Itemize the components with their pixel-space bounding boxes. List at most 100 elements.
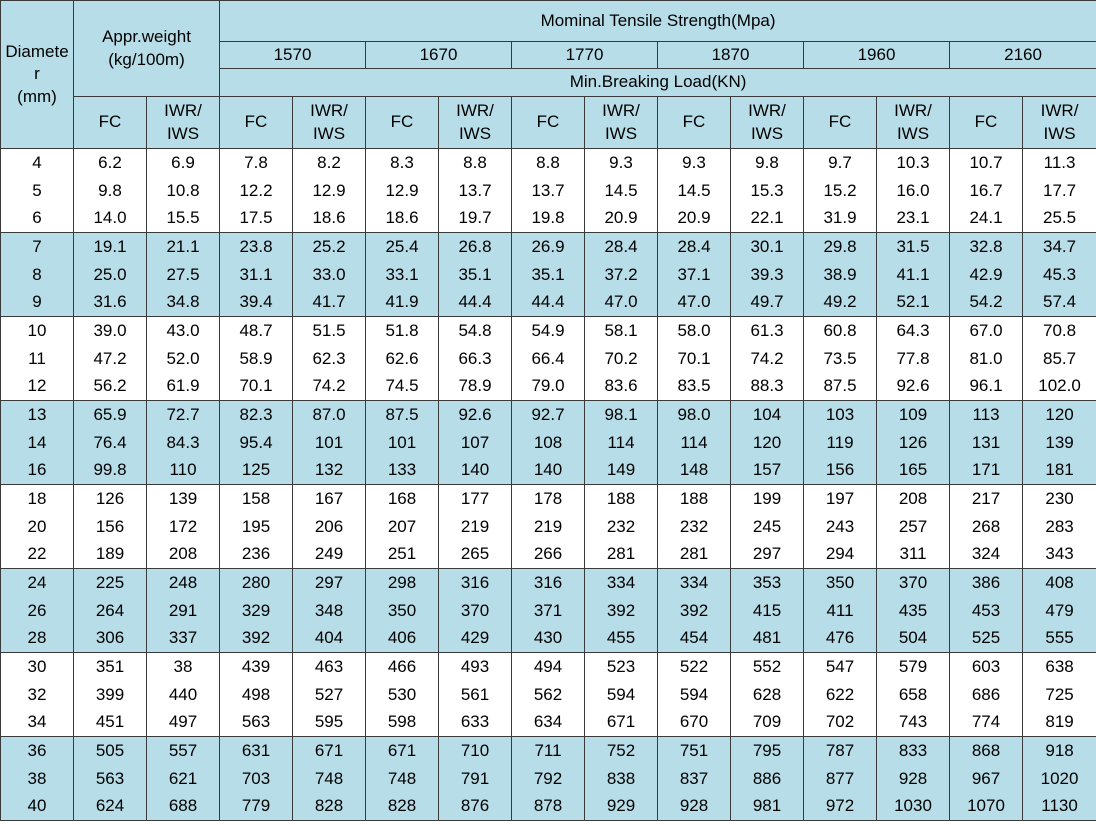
value-cell: 219 bbox=[511, 512, 585, 541]
value-cell: 1020 bbox=[1021, 764, 1096, 793]
value-cell: 497 bbox=[146, 708, 220, 737]
value-cell: 107 bbox=[438, 428, 512, 457]
value-cell: 622 bbox=[803, 680, 877, 709]
value-cell: 62.6 bbox=[365, 344, 439, 373]
value-cell: 70.1 bbox=[219, 372, 293, 401]
value-cell: 25.4 bbox=[365, 232, 439, 261]
table-row: 5 9.8 10.8 12.2 12.9 12.9 13.7 13.7 14.5 14.5 15.3… bbox=[0, 176, 1096, 205]
value-cell: 494 bbox=[511, 652, 585, 681]
value-cell: 41.7 bbox=[292, 288, 366, 317]
fc-subheader: FC bbox=[73, 96, 147, 149]
value-cell: 26.9 bbox=[511, 232, 585, 261]
value-cell: 463 bbox=[292, 652, 366, 681]
diameter-cell: 13 bbox=[0, 400, 74, 429]
value-cell: 563 bbox=[219, 708, 293, 737]
breaking-load-header: Min.Breaking Load(KN) bbox=[218, 68, 1096, 97]
value-cell: 73.5 bbox=[803, 344, 877, 373]
iwr-iws-subheader: IWR/IWS bbox=[292, 96, 366, 149]
grade-header-2160: 2160 bbox=[948, 41, 1096, 69]
value-cell: 670 bbox=[657, 708, 731, 737]
value-cell: 430 bbox=[511, 624, 585, 653]
value-cell: 54.8 bbox=[438, 316, 512, 345]
value-cell: 39.0 bbox=[73, 316, 147, 345]
value-cell: 102.0 bbox=[1021, 372, 1096, 401]
value-cell: 15.3 bbox=[730, 176, 804, 205]
value-cell: 877 bbox=[803, 764, 877, 793]
value-cell: 39.4 bbox=[219, 288, 293, 317]
value-cell: 329 bbox=[219, 596, 293, 625]
value-cell: 291 bbox=[146, 596, 220, 625]
value-cell: 189 bbox=[73, 540, 147, 569]
value-cell: 837 bbox=[657, 764, 731, 793]
table-row: 40 624 688 779 828 828 876 878 929 928 981 972 1030 1… bbox=[0, 792, 1096, 821]
value-cell: 133 bbox=[365, 456, 439, 485]
iwr-iws-subheader: IWR/IWS bbox=[146, 96, 220, 149]
value-cell: 66.3 bbox=[438, 344, 512, 373]
value-cell: 257 bbox=[876, 512, 950, 541]
value-cell: 404 bbox=[292, 624, 366, 653]
value-cell: 140 bbox=[511, 456, 585, 485]
value-cell: 408 bbox=[1021, 568, 1096, 597]
table-row: 24 225 248 280 297 298 316 316 334 334 353 350 370 38… bbox=[0, 568, 1096, 597]
value-cell: 108 bbox=[511, 428, 585, 457]
value-cell: 156 bbox=[73, 512, 147, 541]
value-cell: 928 bbox=[876, 764, 950, 793]
value-cell: 79.0 bbox=[511, 372, 585, 401]
value-cell: 31.1 bbox=[219, 260, 293, 289]
value-cell: 370 bbox=[876, 568, 950, 597]
value-cell: 386 bbox=[949, 568, 1023, 597]
value-cell: 481 bbox=[730, 624, 804, 653]
iwr-iws-subheader: IWR/IWS bbox=[584, 96, 658, 149]
value-cell: 44.4 bbox=[438, 288, 512, 317]
value-cell: 972 bbox=[803, 792, 877, 821]
value-cell: 37.1 bbox=[657, 260, 731, 289]
value-cell: 92.7 bbox=[511, 400, 585, 429]
value-cell: 415 bbox=[730, 596, 804, 625]
value-cell: 208 bbox=[876, 484, 950, 513]
value-cell: 15.5 bbox=[146, 204, 220, 233]
value-cell: 61.9 bbox=[146, 372, 220, 401]
value-cell: 103 bbox=[803, 400, 877, 429]
value-cell: 72.7 bbox=[146, 400, 220, 429]
tensile-strength-header: Mominal Tensile Strength(Mpa) bbox=[218, 0, 1096, 42]
table-row: 18 126 139 158 167 168 177 178 188 188 199 197 208 21… bbox=[0, 484, 1096, 513]
value-cell: 833 bbox=[876, 736, 950, 765]
diameter-cell: 22 bbox=[0, 540, 74, 569]
value-cell: 87.0 bbox=[292, 400, 366, 429]
value-cell: 348 bbox=[292, 596, 366, 625]
value-cell: 177 bbox=[438, 484, 512, 513]
value-cell: 688 bbox=[146, 792, 220, 821]
table-row: 8 25.0 27.5 31.1 33.0 33.1 35.1 35.1 37.2 37.1 39.… bbox=[0, 260, 1096, 289]
value-cell: 555 bbox=[1021, 624, 1096, 653]
value-cell: 9.8 bbox=[730, 148, 804, 177]
value-cell: 6.2 bbox=[73, 148, 147, 177]
grade-header-1960: 1960 bbox=[803, 41, 950, 69]
diameter-cell: 36 bbox=[0, 736, 74, 765]
value-cell: 120 bbox=[730, 428, 804, 457]
value-cell: 87.5 bbox=[803, 372, 877, 401]
value-cell: 248 bbox=[146, 568, 220, 597]
value-cell: 466 bbox=[365, 652, 439, 681]
value-cell: 297 bbox=[730, 540, 804, 569]
diameter-cell: 40 bbox=[0, 792, 74, 821]
value-cell: 168 bbox=[365, 484, 439, 513]
value-cell: 20.9 bbox=[657, 204, 731, 233]
value-cell: 10.7 bbox=[949, 148, 1023, 177]
value-cell: 77.8 bbox=[876, 344, 950, 373]
value-cell: 633 bbox=[438, 708, 512, 737]
value-cell: 58.1 bbox=[584, 316, 658, 345]
value-cell: 33.1 bbox=[365, 260, 439, 289]
value-cell: 16.7 bbox=[949, 176, 1023, 205]
value-cell: 435 bbox=[876, 596, 950, 625]
fc-subheader: FC bbox=[511, 96, 585, 149]
value-cell: 527 bbox=[292, 680, 366, 709]
value-cell: 779 bbox=[219, 792, 293, 821]
value-cell: 49.7 bbox=[730, 288, 804, 317]
value-cell: 87.5 bbox=[365, 400, 439, 429]
value-cell: 139 bbox=[1021, 428, 1096, 457]
grade-header-1570: 1570 bbox=[219, 41, 366, 69]
value-cell: 232 bbox=[584, 512, 658, 541]
diameter-cell: 34 bbox=[0, 708, 74, 737]
value-cell: 451 bbox=[73, 708, 147, 737]
value-cell: 188 bbox=[584, 484, 658, 513]
